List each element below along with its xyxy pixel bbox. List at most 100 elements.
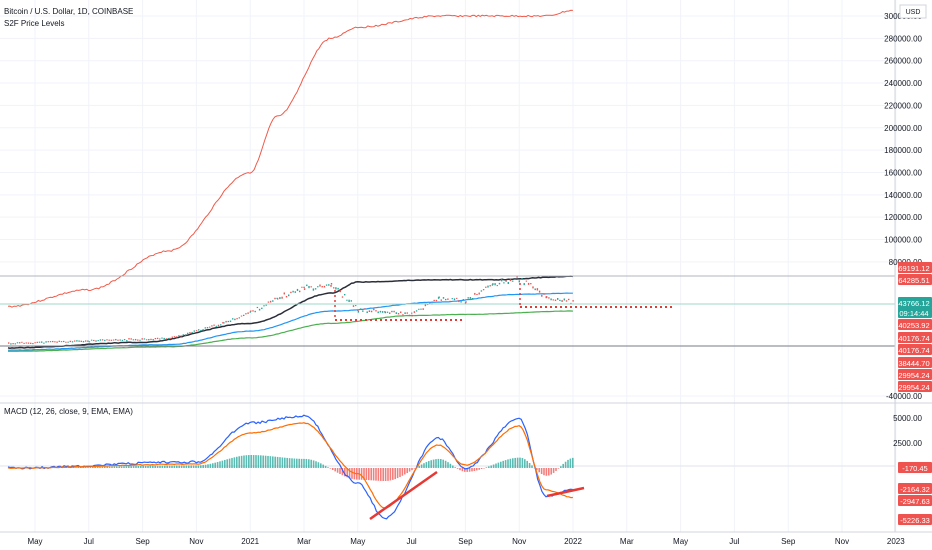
price-candle <box>206 327 209 329</box>
macd-histogram-bar <box>72 467 75 468</box>
macd-histogram-bar <box>528 462 531 468</box>
macd-histogram-bar <box>281 457 284 468</box>
indicator-label: S2F Price Levels <box>4 19 64 28</box>
price-candle <box>357 310 360 313</box>
macd-histogram-bar <box>221 460 224 468</box>
price-candle <box>229 320 232 322</box>
macd-axis[interactable]: 5000.00 2500.00 <box>893 414 922 448</box>
price-candle <box>321 286 323 288</box>
price-candle <box>184 334 187 336</box>
macd-histogram-bar <box>555 468 557 471</box>
price-candle <box>397 313 400 315</box>
price-tick-label: 220000.00 <box>884 101 922 110</box>
macd-histogram-bar <box>298 458 300 468</box>
price-candle <box>296 288 299 291</box>
macd-histogram-bar <box>334 468 336 472</box>
price-candle <box>54 341 56 343</box>
price-candle <box>238 317 240 319</box>
price-candle <box>491 284 494 286</box>
macd-histogram-bar <box>267 455 269 468</box>
macd-histogram-bar <box>459 468 461 471</box>
macd-histogram-bar <box>137 466 140 468</box>
price-tick-label: 160000.00 <box>884 168 922 177</box>
macd-histogram-bar <box>377 468 380 481</box>
price-candle <box>314 288 317 290</box>
macd-histogram-bar <box>509 458 512 468</box>
macd-histogram-bar <box>128 466 130 468</box>
price-candle <box>74 340 76 342</box>
price-candle <box>384 311 386 314</box>
macd-histogram-bar <box>500 461 502 468</box>
macd-histogram-bar <box>336 468 339 473</box>
price-candle <box>283 292 285 295</box>
macd-histogram-bar <box>545 468 548 476</box>
price-candle <box>82 340 85 343</box>
price-candle <box>458 300 460 303</box>
price-candle <box>400 311 402 313</box>
price-candle <box>366 311 368 314</box>
macd-histogram-bar <box>538 468 540 473</box>
macd-tick-label: 2500.00 <box>893 439 922 448</box>
price-candle <box>402 314 404 316</box>
macd-histogram-bar <box>104 466 106 468</box>
macd-histogram-bar <box>557 468 560 469</box>
time-tick-label: Mar <box>297 537 311 546</box>
macd-histogram-bar <box>351 468 353 479</box>
macd-value-text: -2164.32 <box>900 485 930 494</box>
macd-histogram-bar <box>552 468 555 473</box>
macd-histogram-bar <box>449 463 452 468</box>
macd-histogram-bar <box>430 460 432 468</box>
currency-badge[interactable]: USD <box>906 9 921 16</box>
price-candle <box>202 329 204 331</box>
price-candle <box>63 340 65 343</box>
macd-histogram-bar <box>413 468 416 469</box>
macd-histogram-bar <box>257 455 260 468</box>
price-candle <box>12 343 14 345</box>
macd-histogram-bar <box>82 467 84 468</box>
divergence-trendline-1 <box>369 470 438 521</box>
price-candle <box>501 279 503 282</box>
macd-histogram-bar <box>392 468 394 480</box>
macd-histogram-bar <box>456 468 459 469</box>
price-tick-label: 100000.00 <box>884 236 922 245</box>
macd-value-text: -5226.33 <box>900 516 930 525</box>
macd-histogram-bar <box>214 462 216 468</box>
price-candle <box>449 300 451 302</box>
time-tick-label: 2021 <box>241 537 259 546</box>
price-candle <box>101 339 104 341</box>
price-candle <box>565 300 568 302</box>
time-axis[interactable]: May Jul Sep Nov 2021 Mar May Jul Sep Nov 2022 Mar Ma… <box>27 537 905 546</box>
price-candle <box>404 312 406 315</box>
macd-histogram-bar <box>461 468 464 472</box>
price-candle <box>272 300 274 302</box>
macd-histogram-bar <box>476 468 478 471</box>
macd-histogram-bar <box>140 465 142 468</box>
price-candle <box>148 338 150 341</box>
macd-histogram-bar <box>504 460 507 468</box>
macd-histogram-bar <box>394 468 396 480</box>
price-candle <box>325 284 328 286</box>
price-candle <box>249 311 251 313</box>
macd-histogram-bar <box>399 468 401 478</box>
macd-histogram-bar <box>567 459 569 468</box>
price-candle <box>552 299 554 301</box>
price-candle <box>110 339 113 341</box>
price-candle <box>530 283 532 285</box>
macd-histogram-bar <box>296 458 298 468</box>
macd-histogram-bar <box>243 455 245 468</box>
price-candle <box>132 339 135 341</box>
price-candle <box>145 339 148 341</box>
price-candle <box>310 286 312 288</box>
macd-histogram-bar <box>132 466 135 468</box>
macd-histogram-bar <box>216 462 219 468</box>
price-candle <box>440 299 442 301</box>
macd-histogram-bar <box>550 468 552 475</box>
macd-histogram-bar <box>142 465 144 468</box>
price-candle <box>254 310 256 313</box>
macd-histogram-bar <box>344 468 346 477</box>
macd-histogram-bar <box>144 465 147 468</box>
price-candle <box>65 341 67 343</box>
price-candle <box>433 299 435 302</box>
macd-histogram-bar <box>224 459 226 468</box>
price-candle <box>415 310 418 312</box>
